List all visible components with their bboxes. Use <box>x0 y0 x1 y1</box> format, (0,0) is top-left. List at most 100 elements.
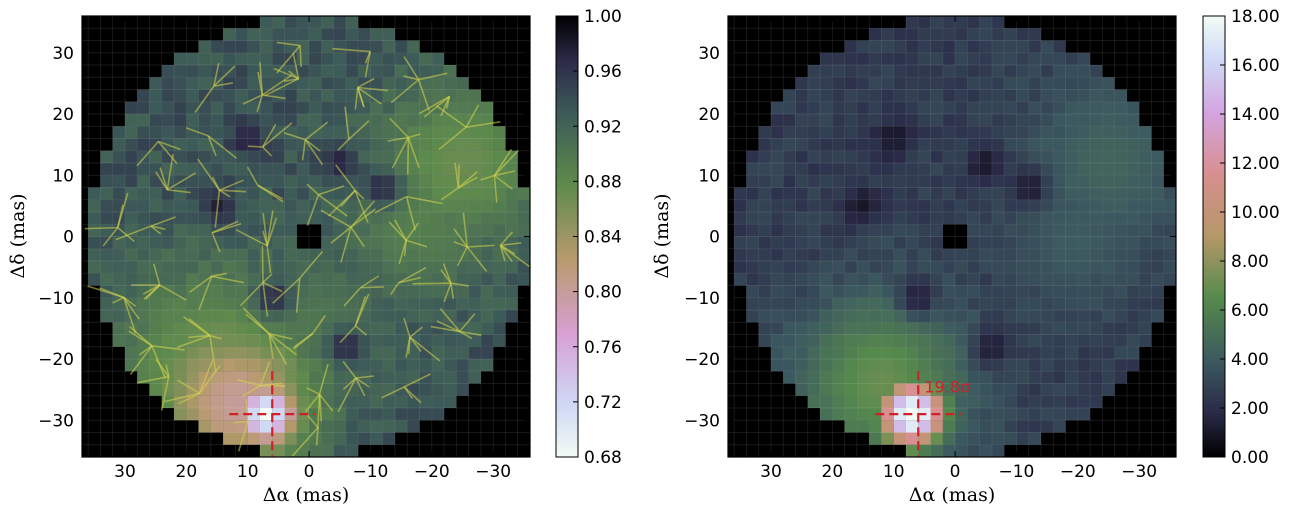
heatmap-cell <box>345 408 359 421</box>
heatmap-cell <box>942 163 956 176</box>
heatmap-cell <box>979 383 992 396</box>
heatmap-cell <box>468 126 481 139</box>
heatmap-cell <box>844 163 857 176</box>
heatmap-cell <box>493 297 506 310</box>
heatmap-cell <box>1151 175 1164 188</box>
heatmap-cell <box>844 236 857 249</box>
heatmap-cell <box>333 65 346 78</box>
heatmap-cell <box>955 175 968 188</box>
heatmap-cell <box>905 175 919 188</box>
heatmap-cell <box>480 138 494 151</box>
heatmap-cell <box>112 150 125 163</box>
heatmap-cell <box>1151 297 1164 310</box>
y-tick-label: −10 <box>38 289 74 309</box>
y-tick-label: 20 <box>52 105 74 125</box>
heatmap-cell <box>942 52 956 65</box>
heatmap-cell <box>186 89 199 102</box>
heatmap-cell <box>333 224 346 237</box>
vector-stick <box>480 174 495 181</box>
heatmap-cell <box>333 138 346 151</box>
heatmap-cell <box>124 101 138 114</box>
heatmap-cell <box>758 248 771 261</box>
heatmap-cell <box>807 163 821 176</box>
heatmap-cell <box>174 248 187 261</box>
heatmap-cell <box>1139 322 1152 335</box>
heatmap-cell <box>198 138 211 151</box>
heatmap-cell <box>1163 187 1176 200</box>
heatmap-cell <box>394 150 408 163</box>
heatmap-cell <box>1151 248 1164 261</box>
vector-stick <box>155 171 168 191</box>
heatmap-cell <box>905 150 919 163</box>
heatmap-cell <box>235 408 248 421</box>
heatmap-cell <box>272 261 285 274</box>
heatmap-cell <box>844 40 857 53</box>
heatmap-cell <box>431 138 445 151</box>
x-tick-label: −20 <box>414 462 450 482</box>
heatmap-cell <box>1077 261 1091 274</box>
vector-stick <box>262 122 293 148</box>
heatmap-cell <box>881 138 894 151</box>
heatmap-cell <box>930 420 943 433</box>
heatmap-cell <box>820 359 833 372</box>
heatmap-cell <box>493 334 506 347</box>
heatmap-cell <box>198 420 211 433</box>
heatmap-cell <box>1016 310 1029 323</box>
heatmap-cell <box>431 163 445 176</box>
vector-stick <box>214 190 221 228</box>
heatmap-cell <box>149 163 162 176</box>
heatmap-cell <box>210 346 224 359</box>
heatmap-cell <box>955 65 968 78</box>
heatmap-cell <box>991 310 1005 323</box>
heatmap-cell <box>770 199 784 212</box>
heatmap-cell <box>284 261 297 274</box>
heatmap-cell <box>991 199 1005 212</box>
heatmap-cell <box>856 65 870 78</box>
heatmap-cell <box>309 310 322 323</box>
heatmap-cell <box>247 420 260 433</box>
vector-stick <box>123 296 140 320</box>
heatmap-cell <box>161 297 175 310</box>
vector-stick <box>293 332 314 350</box>
vector-stick <box>304 139 324 166</box>
heatmap-cell <box>382 322 395 335</box>
vector-stick <box>409 336 441 362</box>
heatmap-cell <box>235 346 248 359</box>
heatmap-cell <box>419 199 432 212</box>
heatmap-cell <box>1102 163 1115 176</box>
heatmap-cell <box>272 395 285 408</box>
heatmap-cell <box>186 248 199 261</box>
heatmap-cell <box>807 236 821 249</box>
heatmap-cell <box>807 322 821 335</box>
heatmap-cell <box>358 346 371 359</box>
heatmap-cell <box>394 187 408 200</box>
heatmap-cell <box>321 40 334 53</box>
heatmap-cell <box>321 224 334 237</box>
heatmap-cell <box>1028 212 1041 225</box>
heatmap-cell <box>955 346 968 359</box>
vector-stick <box>493 150 519 177</box>
heatmap-cell <box>1065 65 1078 78</box>
heatmap-cell <box>480 212 494 225</box>
heatmap-cell <box>431 359 445 372</box>
heatmap-cell <box>955 273 968 286</box>
heatmap-cell <box>382 346 395 359</box>
heatmap-cell <box>1040 395 1054 408</box>
heatmap-cell <box>198 89 211 102</box>
vector-stick <box>219 179 244 191</box>
heatmap-cell <box>186 150 199 163</box>
heatmap-cell <box>856 212 870 225</box>
vector-stick <box>407 137 420 169</box>
heatmap-cell <box>124 236 138 249</box>
heatmap-cell <box>881 395 894 408</box>
heatmap-cell <box>210 383 224 396</box>
heatmap-cell <box>991 359 1005 372</box>
heatmap-cell <box>210 395 224 408</box>
heatmap-cell <box>1053 371 1066 384</box>
heatmap-cell <box>272 371 285 384</box>
heatmap-cell <box>869 395 882 408</box>
heatmap-cell <box>783 89 796 102</box>
heatmap-cell <box>370 261 383 274</box>
heatmap-cell <box>807 395 821 408</box>
heatmap-cell <box>149 236 162 249</box>
